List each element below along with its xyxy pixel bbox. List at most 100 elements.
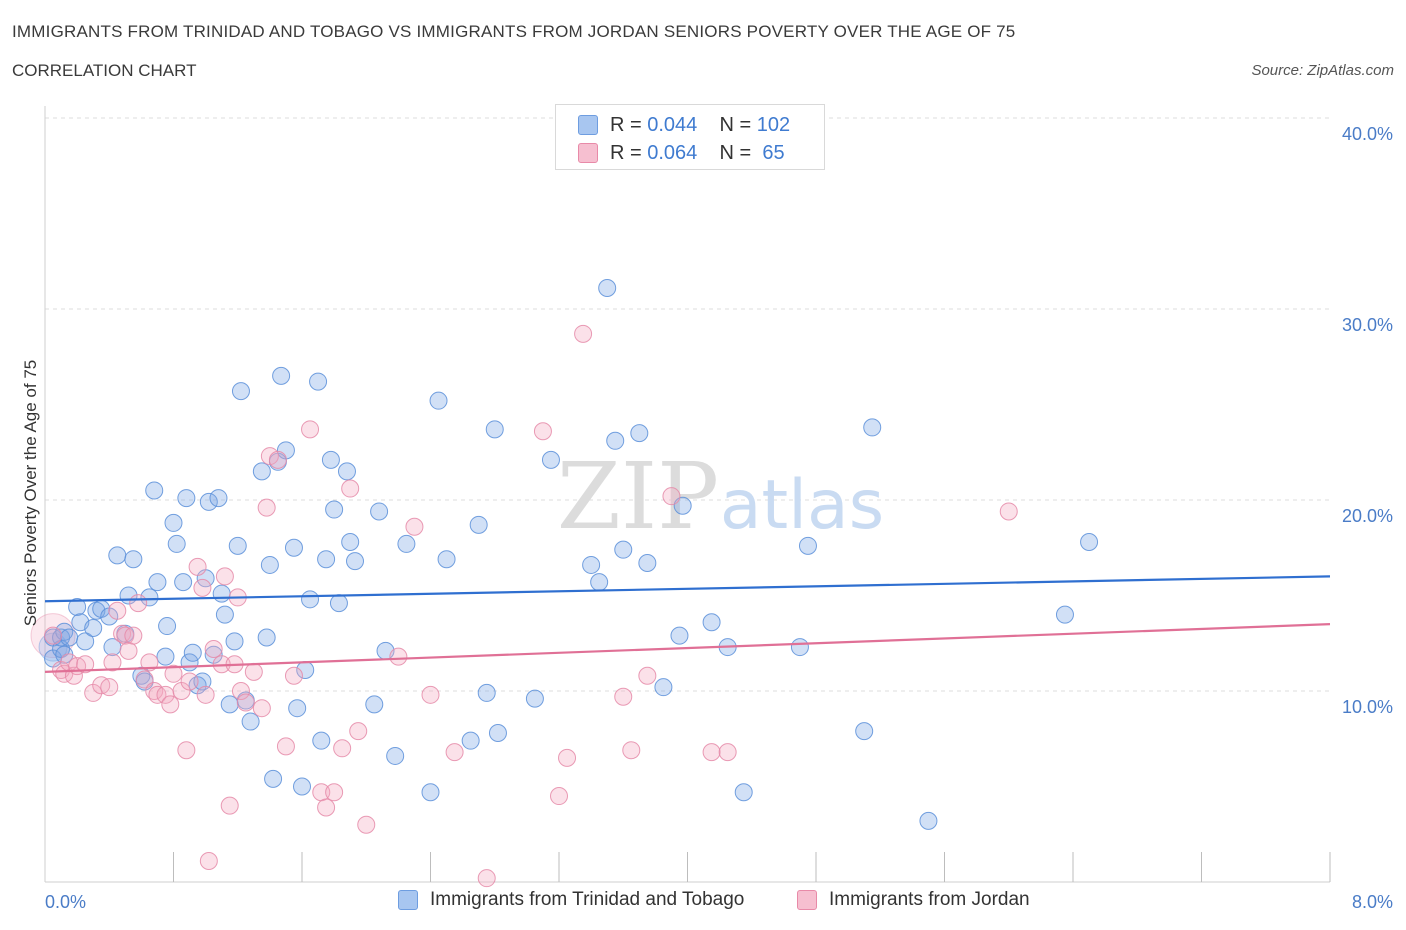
data-point-trinidad	[264, 769, 283, 788]
data-point-trinidad	[167, 534, 186, 553]
data-point-trinidad	[321, 450, 340, 469]
data-point-jordan	[204, 639, 223, 658]
data-point-jordan	[276, 737, 295, 756]
data-point-trinidad	[1055, 605, 1074, 624]
data-point-jordan	[44, 626, 63, 645]
data-point-trinidad	[614, 540, 633, 559]
data-point-jordan	[702, 743, 721, 762]
data-point-jordan	[180, 672, 199, 691]
data-point-jordan	[477, 869, 496, 888]
data-point-trinidad	[654, 678, 673, 697]
legend-label-jordan: Immigrants from Jordan	[829, 889, 1030, 910]
data-point-jordan	[124, 626, 143, 645]
data-point-jordan	[268, 450, 287, 469]
data-point-trinidad	[341, 533, 360, 552]
legend-swatch-jordan	[797, 890, 817, 910]
data-point-jordan	[215, 567, 234, 586]
data-point-trinidad	[193, 672, 212, 691]
data-point-trinidad	[209, 489, 228, 508]
data-point-jordan	[325, 783, 344, 802]
data-point-jordan	[341, 479, 360, 498]
data-point-trinidad	[606, 431, 625, 450]
swatch-trinidad	[578, 115, 598, 135]
data-point-jordan	[100, 678, 119, 697]
data-point-trinidad	[329, 594, 348, 613]
data-point-jordan	[718, 743, 737, 762]
data-point-trinidad	[397, 534, 416, 553]
data-point-trinidad	[312, 731, 331, 750]
data-point-jordan	[140, 653, 159, 672]
data-point-trinidad	[346, 552, 365, 571]
data-point-jordan	[622, 741, 641, 760]
data-point-jordan	[284, 666, 303, 685]
data-point-trinidad	[272, 366, 291, 385]
watermark-zip: ZIP	[557, 443, 719, 550]
data-point-trinidad	[158, 617, 177, 636]
trend-line-trinidad	[44, 575, 1331, 603]
n-label: N =	[719, 141, 757, 164]
data-point-trinidad	[174, 573, 193, 592]
data-point-jordan	[357, 815, 376, 834]
data-point-trinidad	[228, 536, 247, 555]
data-point-trinidad	[60, 628, 79, 647]
data-point-jordan	[199, 851, 218, 870]
data-point-trinidad	[177, 489, 196, 508]
data-point-trinidad	[437, 550, 456, 569]
data-point-trinidad	[68, 597, 87, 616]
source-label: Source: ZipAtlas.com	[1251, 62, 1394, 79]
data-point-trinidad	[76, 632, 95, 651]
data-point-trinidad	[124, 550, 143, 569]
data-point-trinidad	[863, 418, 882, 437]
data-point-trinidad	[582, 555, 601, 574]
data-point-jordan	[113, 624, 132, 643]
r-value: 0.064	[647, 141, 698, 164]
data-point-jordan	[103, 653, 122, 672]
data-point-jordan	[662, 487, 681, 506]
legend-swatch-trinidad	[398, 890, 418, 910]
data-point-trinidad	[301, 590, 320, 609]
data-point-jordan	[301, 420, 320, 439]
data-point-jordan	[231, 682, 250, 700]
data-point-trinidad	[260, 555, 279, 574]
stats-row-trinidad: R = 0.044 N = 102	[578, 113, 790, 137]
legend-label-trinidad: Immigrants from Trinidad and Tobago	[430, 889, 745, 910]
axes	[44, 106, 1331, 883]
data-point-jordan	[196, 685, 215, 704]
data-point-jordan	[108, 601, 127, 620]
r-value: 0.044	[647, 113, 698, 136]
data-point-trinidad	[798, 536, 817, 555]
data-point-trinidad	[1080, 533, 1099, 552]
series-legend: Immigrants from Trinidad and Tobago Immi…	[0, 889, 1406, 915]
y-tick-label: 20.0%	[1342, 506, 1393, 526]
data-point-trinidad	[429, 391, 448, 410]
data-point-jordan	[999, 502, 1018, 521]
data-point-trinidad	[541, 450, 560, 469]
data-point-trinidad	[84, 618, 103, 637]
data-point-jordan	[129, 594, 148, 613]
data-point-trinidad	[485, 420, 504, 439]
trend-line-jordan	[44, 623, 1331, 673]
legend-item-jordan[interactable]: Immigrants from Jordan	[797, 889, 1030, 911]
data-point-jordan	[445, 743, 464, 762]
data-point-trinidad	[790, 638, 809, 657]
r-label: R =	[610, 113, 648, 136]
data-point-jordan	[333, 739, 352, 758]
data-point-trinidad	[156, 647, 175, 666]
data-point-trinidad	[284, 538, 303, 557]
data-point-trinidad	[212, 584, 231, 603]
data-point-trinidad	[488, 724, 507, 743]
data-point-trinidad	[386, 746, 405, 765]
data-point-jordan	[193, 578, 212, 597]
legend-item-trinidad[interactable]: Immigrants from Trinidad and Tobago	[398, 889, 744, 911]
data-point-jordan	[164, 664, 183, 683]
data-point-trinidad	[231, 382, 250, 401]
data-point-jordan	[421, 685, 440, 704]
data-point-trinidad	[140, 588, 159, 607]
data-point-trinidad	[108, 546, 127, 565]
data-point-trinidad	[215, 605, 234, 624]
data-point-trinidad	[702, 613, 721, 632]
x-tick-label: 0.0%	[45, 892, 86, 912]
data-point-trinidad	[855, 722, 874, 741]
data-point-trinidad	[164, 513, 183, 532]
